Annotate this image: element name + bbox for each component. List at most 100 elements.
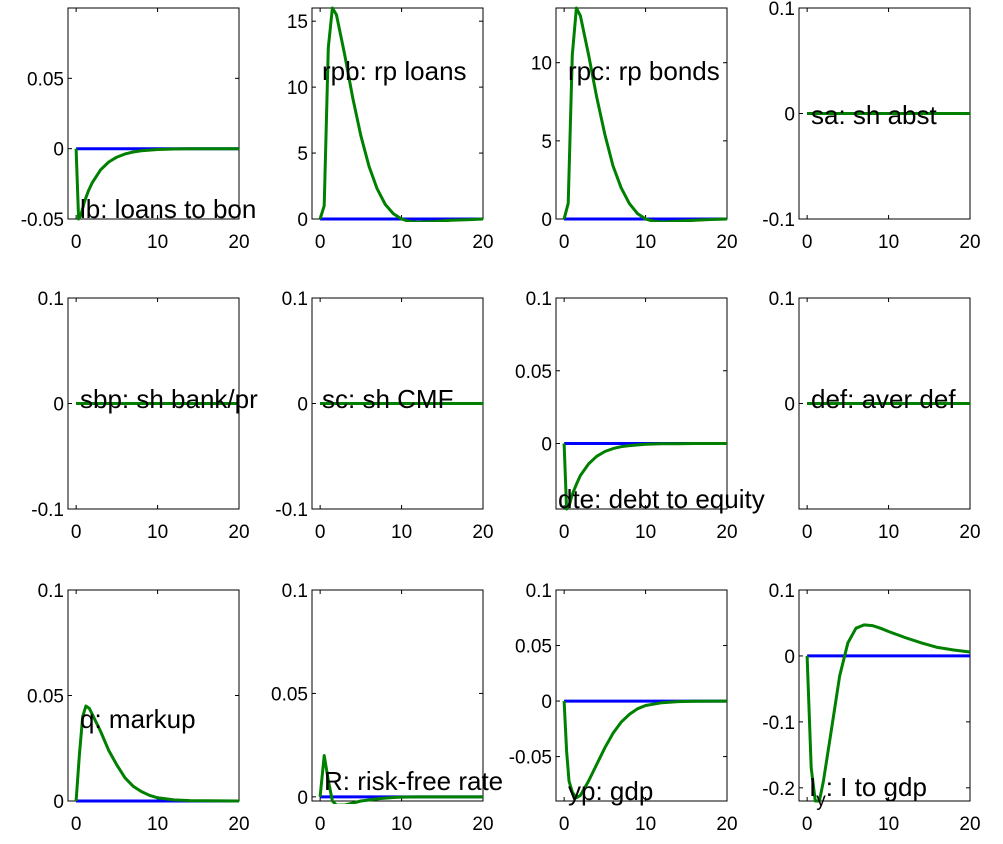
- x-tick-label: 10: [147, 522, 168, 543]
- x-tick-label: 0: [559, 522, 570, 543]
- x-tick-label: 0: [315, 522, 326, 543]
- y-tick-label: -0.1: [275, 500, 308, 521]
- plot-box: [67, 589, 240, 802]
- y-tick-label: -0.1: [762, 210, 795, 231]
- panel-12: 0 10 20 -0.2 -0.1 0 0.1 Iy: I to gdp: [762, 581, 980, 835]
- panel-title: sbp: sh bank/pr: [80, 384, 258, 414]
- x-tick-label: 0: [802, 814, 813, 835]
- x-tick-label: 0: [71, 522, 82, 543]
- panel-title: dte: debt to equity: [558, 484, 765, 514]
- y-tick-label: 0.1: [282, 289, 308, 310]
- y-tick-label: 10: [287, 78, 308, 99]
- panel-9: 0 10 20 0 0.05 0.1 q: markup: [27, 581, 250, 835]
- response-series-line: [562, 699, 728, 800]
- panel-title: q: markup: [80, 704, 196, 734]
- y-tick-label: -0.2: [762, 779, 795, 800]
- x-tick-label: 20: [228, 232, 249, 253]
- panel-3: 0 10 20 0 5 10 rpc: rp bonds: [531, 6, 738, 253]
- plot-box: [311, 7, 484, 220]
- x-tick-label: 0: [71, 232, 82, 253]
- response-series-line: [562, 442, 727, 511]
- panel-4: 0 10 20 -0.1 0 0.1 sa: sh abst: [762, 0, 980, 253]
- x-tick-label: 20: [472, 232, 493, 253]
- y-tick-label: 10: [531, 54, 552, 75]
- y-tick-label: 0: [784, 395, 795, 416]
- x-tick-label: 10: [635, 232, 656, 253]
- x-tick-label: 10: [391, 522, 412, 543]
- response-series-line: [318, 754, 483, 804]
- y-tick-label: 0.05: [515, 637, 552, 658]
- y-tick-label: 0.1: [769, 581, 795, 602]
- x-tick-label: 10: [147, 814, 168, 835]
- panel-title: Iy: I to gdp: [809, 772, 927, 811]
- y-tick-label: 0.05: [271, 684, 308, 705]
- response-series-line: [562, 6, 728, 222]
- x-tick-label: 10: [635, 814, 656, 835]
- panel-title: rpb: rp loans: [322, 56, 467, 86]
- y-tick-label: -0.1: [762, 713, 795, 734]
- x-tick-label: 20: [472, 814, 493, 835]
- response-series-line: [805, 623, 971, 803]
- x-tick-label: 20: [472, 522, 493, 543]
- response-series-line: [74, 704, 240, 803]
- x-tick-label: 10: [878, 814, 899, 835]
- y-tick-label: 0: [297, 210, 308, 231]
- y-tick-label: 0.1: [282, 581, 308, 602]
- panel-title: sa: sh abst: [811, 100, 938, 130]
- y-tick-label: 15: [287, 12, 308, 33]
- plot-box: [555, 589, 728, 802]
- y-tick-label: 0: [541, 210, 552, 231]
- x-tick-label: 0: [315, 232, 326, 253]
- x-tick-label: 0: [315, 814, 326, 835]
- x-tick-label: 20: [959, 522, 980, 543]
- panel-8: 0 10 20 0 0.1 def: aver def: [769, 289, 981, 543]
- y-tick-label: 0: [784, 647, 795, 668]
- y-tick-label: -0.05: [21, 210, 64, 231]
- y-tick-label: 0.1: [769, 0, 795, 20]
- panel-title: def: aver def: [811, 384, 956, 414]
- panel-title: lb: loans to bon: [80, 194, 256, 224]
- panel-title: rpc: rp bonds: [568, 56, 720, 86]
- y-tick-label: -0.1: [31, 500, 64, 521]
- panel-5: 0 10 20 -0.1 0 0.1 sbp: sh bank/pr: [31, 289, 258, 543]
- x-tick-label: 20: [228, 522, 249, 543]
- x-tick-label: 10: [878, 522, 899, 543]
- x-tick-label: 10: [147, 232, 168, 253]
- x-tick-label: 20: [959, 814, 980, 835]
- y-tick-label: 0: [53, 395, 64, 416]
- y-tick-label: 0.1: [38, 289, 64, 310]
- panel-2: 0 10 20 0 5 10 15 rpb: rp loans: [287, 6, 494, 253]
- panel-11: 0 10 20 -0.05 0 0.05 0.1 yp: gdp: [509, 581, 738, 835]
- x-tick-label: 0: [559, 814, 570, 835]
- panel-6: 0 10 20 -0.1 0 0.1 sc: sh CMF: [275, 289, 493, 543]
- plot-box: [311, 589, 484, 802]
- response-series-line: [74, 147, 239, 221]
- panel-title: R: risk-free rate: [324, 766, 503, 796]
- panel-title: sc: sh CMF: [322, 384, 453, 414]
- x-tick-label: 10: [878, 232, 899, 253]
- plot-box: [798, 589, 971, 802]
- panel-7: 0 10 20 0 0.05 0.1 dte: debt to equity: [515, 289, 765, 543]
- panel-title: yp: gdp: [568, 776, 653, 806]
- x-tick-label: 10: [635, 522, 656, 543]
- panel-10: 0 10 20 0 0.05 0.1 R: risk-free rate: [271, 581, 503, 835]
- y-tick-label: 5: [541, 132, 552, 153]
- y-tick-label: 5: [297, 144, 308, 165]
- y-tick-label: 0: [53, 140, 64, 161]
- y-tick-label: 0: [297, 788, 308, 809]
- response-series-line: [318, 6, 484, 222]
- y-tick-label: -0.05: [509, 748, 552, 769]
- y-tick-label: 0.05: [27, 687, 64, 708]
- plot-box: [67, 7, 240, 220]
- y-tick-label: 0.1: [526, 581, 552, 602]
- y-tick-label: 0: [784, 105, 795, 126]
- panel-1: 0 10 20 -0.05 0 0.05 lb: loans to bon: [21, 7, 256, 253]
- plot-box: [555, 7, 728, 220]
- x-tick-label: 20: [959, 232, 980, 253]
- y-tick-label: 0: [541, 435, 552, 456]
- y-tick-label: 0.1: [38, 581, 64, 602]
- y-tick-label: 0.05: [515, 362, 552, 383]
- y-tick-label: 0: [53, 792, 64, 813]
- x-tick-label: 20: [716, 522, 737, 543]
